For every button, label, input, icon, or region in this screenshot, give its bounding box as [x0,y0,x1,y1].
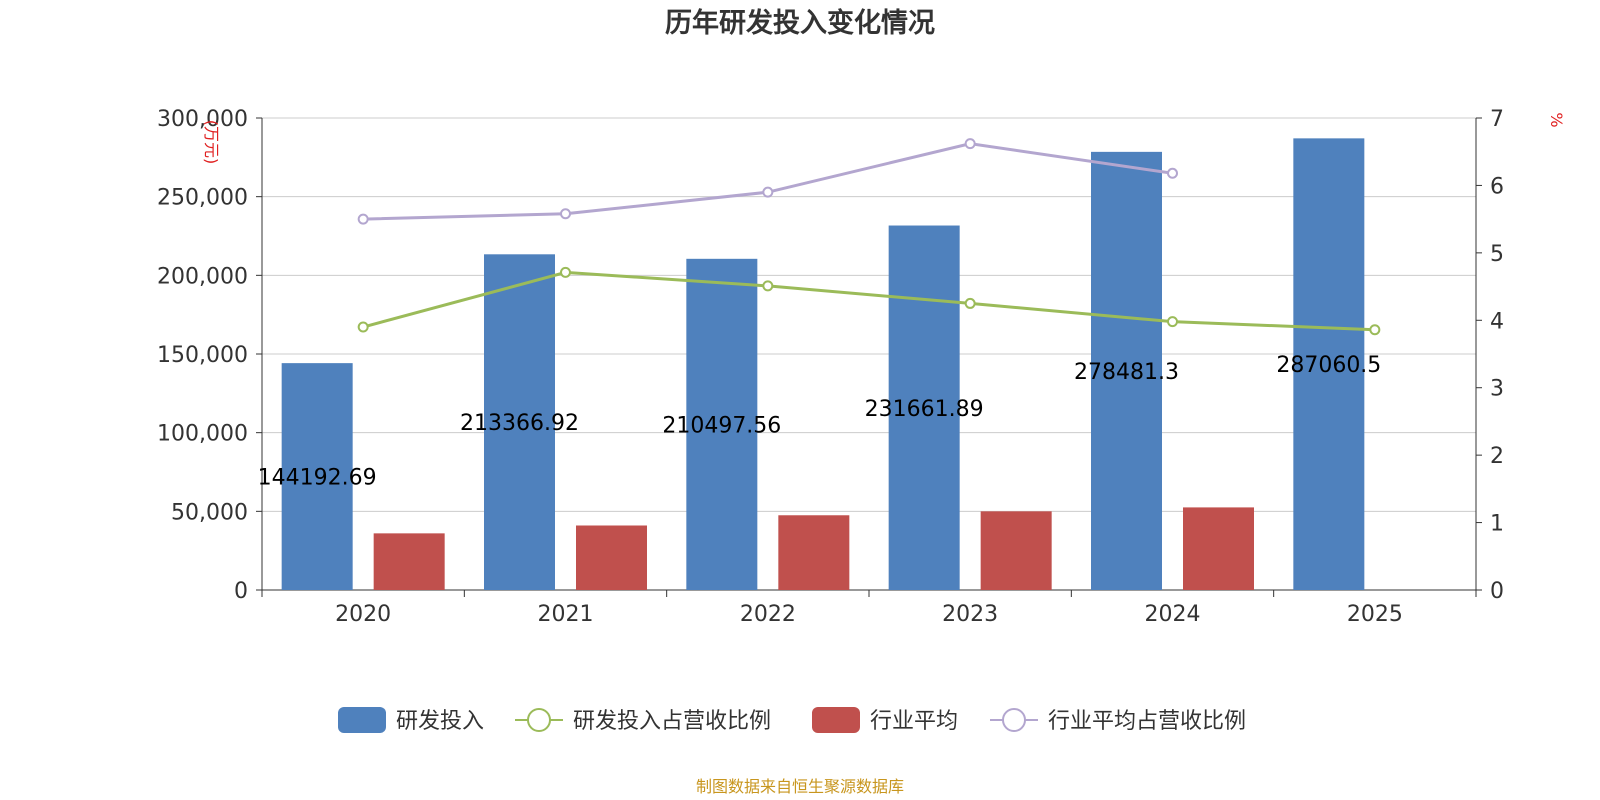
legend-label: 研发投入占营收比例 [573,709,771,734]
bar-industry-avg [980,511,1052,590]
x-tick-label: 2021 [538,602,594,627]
line-point [560,266,571,278]
x-tick-label: 2022 [740,602,796,627]
bar-rd-input [1091,151,1162,591]
grid-lines [262,117,1476,512]
data-labels: 144192.69 213366.92 210497.56 231661.89 2784… [258,353,1382,490]
x-tick-label: 2020 [335,602,391,627]
right-tick-label: 5 [1490,242,1504,267]
line-point [1167,316,1178,328]
bar-rd-input [888,225,960,591]
legend-marker [1002,708,1026,732]
line-point [357,321,369,333]
line-point [1167,167,1178,179]
line-point [560,208,571,220]
line-point [964,297,976,309]
legend-label: 研发投入 [396,709,484,734]
left-axis-unit: (万元) [202,120,221,165]
bar-rd-input [281,363,353,590]
right-tick-label: 4 [1490,309,1504,334]
bar-industry-avg [576,525,647,590]
left-tick-label: 150,000 [157,343,248,368]
legend: 研发投入 研发投入占营收比例 行业平均 行业平均占营收比例 [338,707,1246,734]
line-point [762,280,774,292]
bar-industry-avg [1183,507,1254,590]
left-tick-label: 100,000 [157,422,248,447]
line-point [1369,324,1381,336]
chart-title: 历年研发投入变化情况 [665,7,935,39]
left-tick-label: 0 [234,579,248,604]
x-tick-label: 2023 [942,602,998,627]
bar-rd-input [484,254,555,590]
data-label: 287060.5 [1276,353,1381,378]
bar-rd-input [686,258,758,590]
line-industry-ratio [363,142,1173,221]
bars [281,138,1365,591]
line-point [357,213,369,225]
bar-industry-avg [373,533,445,590]
x-tick-label: 2025 [1347,602,1403,627]
x-tick-label: 2024 [1145,602,1201,627]
lines [357,138,1381,336]
data-label: 210497.56 [662,413,781,438]
legend-label: 行业平均 [870,709,958,734]
line-point [762,186,774,198]
bar-rd-input [1293,138,1365,590]
left-tick-label: 300,000 [157,107,248,132]
right-tick-label: 1 [1490,512,1504,537]
axes: 0 50,000 100,000 150,000 200,000 250,000 300,0… [157,107,1566,627]
right-tick-label: 7 [1490,107,1504,132]
left-tick-label: 250,000 [157,186,248,211]
right-tick-label: 0 [1490,579,1504,604]
data-label: 213366.92 [460,411,579,436]
line-rd-ratio [362,270,1375,332]
legend-swatch [338,707,386,733]
source-note: 制图数据来自恒生聚源数据库 [696,777,904,796]
legend-label: 行业平均占营收比例 [1048,709,1246,734]
bar-industry-avg [778,515,850,590]
data-label: 144192.69 [258,466,377,491]
data-label: 231661.89 [865,397,984,422]
right-tick-label: 6 [1490,174,1504,199]
data-label: 278481.3 [1074,360,1179,385]
legend-swatch [812,707,860,733]
line-point [964,138,976,150]
right-tick-label: 3 [1490,377,1504,402]
right-tick-label: 2 [1490,444,1504,469]
left-tick-label: 50,000 [171,500,248,525]
legend-marker [527,708,551,732]
left-tick-label: 200,000 [157,264,248,289]
right-axis-unit: % [1547,112,1566,127]
